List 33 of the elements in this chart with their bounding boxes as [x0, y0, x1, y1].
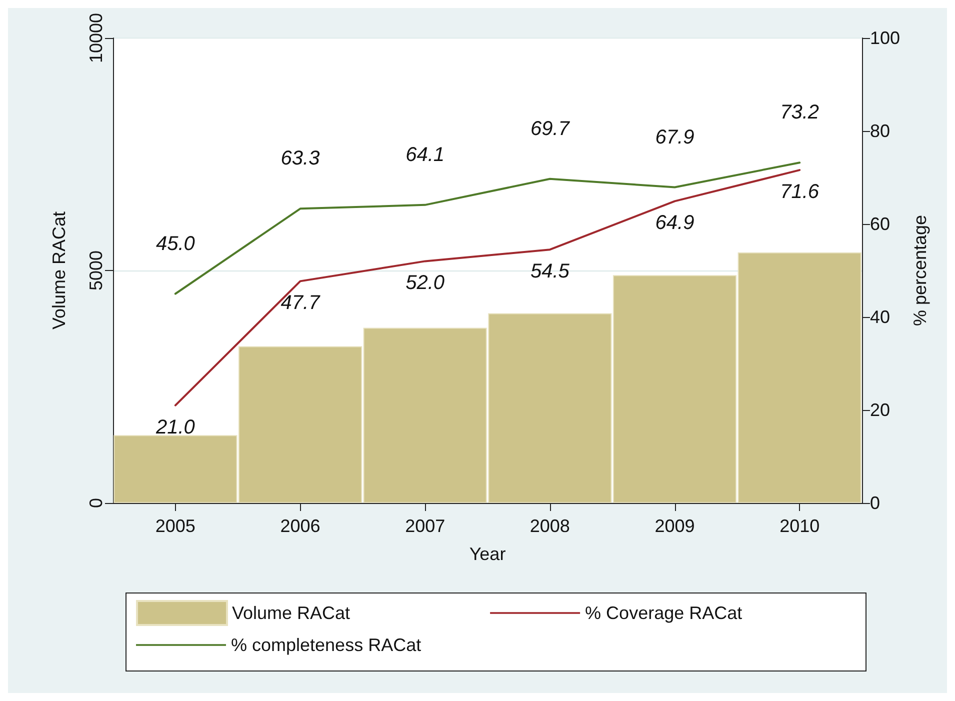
x-tick-label: 2005 — [155, 516, 196, 536]
y2-tick-label: 40 — [870, 307, 890, 327]
data-label: 64.1 — [406, 144, 445, 166]
data-label: 73.2 — [780, 102, 820, 124]
legend-label: % Coverage RACat — [585, 603, 742, 623]
x-tick-label: 2008 — [530, 516, 570, 536]
data-label: 67.9 — [655, 126, 694, 148]
x-tick-label: 2009 — [654, 516, 695, 536]
y-tick-label: 5000 — [86, 250, 106, 291]
y2-tick-label: 20 — [870, 400, 890, 420]
y2-tick-label: 60 — [870, 214, 890, 234]
x-axis-title: Year — [469, 544, 506, 564]
y-axis-title: Volume RACat — [49, 211, 69, 330]
data-label: 63.3 — [280, 148, 320, 170]
y-tick-label: 0 — [86, 498, 106, 508]
x-tick-label: 2007 — [405, 516, 446, 536]
data-label: 47.7 — [280, 292, 321, 314]
x-tick-label: 2010 — [780, 516, 820, 536]
y2-tick-label: 80 — [870, 121, 890, 141]
data-label: 69.7 — [530, 118, 570, 140]
y2-tick-label: 0 — [870, 493, 880, 513]
data-label: 45.0 — [156, 232, 195, 255]
y-tick-label: 10000 — [86, 12, 106, 64]
x-tick-label: 2006 — [280, 516, 320, 536]
legend-label: Volume RACat — [232, 603, 350, 623]
data-label: 52.0 — [406, 272, 445, 294]
data-label: 71.6 — [780, 181, 820, 204]
data-label: 64.9 — [655, 212, 694, 234]
y2-tick-label: 100 — [870, 28, 900, 48]
y2-axis-title: % percentage — [910, 214, 930, 326]
data-label: 54.5 — [530, 260, 570, 283]
legend-label: % completeness RACat — [231, 635, 422, 655]
data-label: 21.0 — [154, 416, 195, 438]
